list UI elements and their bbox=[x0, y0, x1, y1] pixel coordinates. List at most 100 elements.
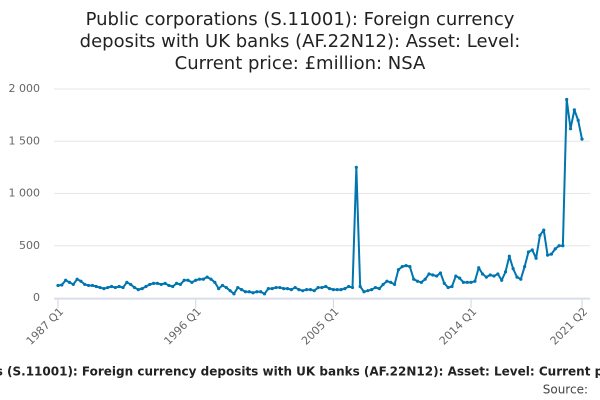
data-point bbox=[167, 283, 171, 288]
data-point bbox=[197, 277, 202, 281]
data-point bbox=[125, 280, 129, 284]
data-point bbox=[171, 284, 175, 289]
data-point bbox=[503, 270, 508, 274]
data-point bbox=[320, 285, 324, 290]
data-point bbox=[178, 282, 182, 287]
data-point bbox=[484, 275, 488, 279]
y-tick-label: 2 000 bbox=[9, 82, 41, 95]
data-point bbox=[98, 285, 102, 290]
data-point bbox=[545, 253, 550, 257]
data-point bbox=[194, 278, 198, 282]
data-point bbox=[465, 280, 469, 284]
data-point bbox=[324, 284, 328, 289]
data-point bbox=[576, 118, 580, 122]
data-point bbox=[347, 284, 351, 289]
chart-title: Public corporations (S.11001): Foreign c… bbox=[80, 9, 521, 74]
data-point bbox=[109, 284, 114, 289]
data-point bbox=[412, 277, 416, 281]
data-point bbox=[385, 279, 389, 283]
data-point bbox=[83, 282, 87, 287]
data-point bbox=[331, 288, 335, 292]
data-point bbox=[335, 288, 339, 292]
data-point bbox=[205, 275, 209, 279]
data-point bbox=[312, 289, 316, 293]
data-point bbox=[507, 254, 511, 258]
data-point bbox=[56, 283, 60, 288]
data-point bbox=[496, 272, 500, 276]
data-point bbox=[408, 265, 412, 269]
data-point bbox=[201, 277, 205, 281]
data-point bbox=[75, 277, 79, 281]
data-point bbox=[450, 284, 454, 289]
data-point bbox=[316, 285, 320, 290]
data-point bbox=[60, 283, 64, 287]
data-point bbox=[515, 275, 519, 279]
data-point bbox=[213, 280, 217, 284]
data-point bbox=[102, 286, 106, 291]
data-point bbox=[224, 285, 228, 290]
data-point bbox=[557, 244, 561, 248]
data-point bbox=[190, 280, 194, 284]
data-point bbox=[174, 281, 179, 285]
data-point bbox=[561, 244, 565, 248]
data-point bbox=[129, 282, 133, 287]
data-point bbox=[117, 284, 121, 289]
data-point bbox=[86, 283, 91, 288]
data-point bbox=[423, 277, 427, 281]
data-point bbox=[232, 292, 236, 296]
data-point bbox=[396, 268, 401, 272]
data-point bbox=[159, 282, 163, 287]
data-point bbox=[106, 285, 110, 290]
data-point bbox=[404, 264, 408, 268]
data-point bbox=[534, 256, 538, 260]
data-point bbox=[308, 288, 313, 292]
data-point bbox=[542, 228, 546, 232]
data-point bbox=[358, 284, 362, 289]
data-point bbox=[305, 288, 309, 292]
data-point bbox=[289, 288, 293, 292]
data-point bbox=[94, 284, 98, 289]
data-point bbox=[278, 285, 282, 290]
data-point bbox=[526, 250, 531, 254]
data-point bbox=[209, 277, 213, 281]
data-point bbox=[255, 290, 259, 294]
data-point bbox=[163, 281, 167, 285]
data-point bbox=[392, 282, 397, 287]
data-point bbox=[435, 274, 439, 278]
data-point bbox=[243, 290, 248, 294]
data-point bbox=[239, 288, 244, 292]
data-point bbox=[530, 248, 534, 252]
data-point bbox=[354, 165, 358, 169]
data-point bbox=[155, 281, 160, 285]
y-tick-label: 1 000 bbox=[9, 187, 41, 200]
x-axis-label: Public corporations (S.11001): Foreign c… bbox=[0, 365, 600, 379]
data-point bbox=[442, 281, 446, 285]
data-point bbox=[523, 265, 527, 269]
data-point bbox=[454, 274, 458, 278]
data-point bbox=[339, 288, 343, 292]
data-point bbox=[480, 272, 485, 276]
y-tick-label: 1 500 bbox=[9, 134, 41, 147]
data-point bbox=[186, 278, 190, 282]
data-point bbox=[553, 247, 557, 251]
data-point bbox=[580, 137, 584, 141]
data-point bbox=[492, 274, 496, 278]
data-point bbox=[431, 273, 435, 277]
data-point bbox=[461, 280, 466, 284]
data-point bbox=[366, 289, 370, 293]
data-point bbox=[251, 291, 255, 295]
data-point bbox=[538, 233, 542, 237]
data-point bbox=[446, 285, 450, 290]
data-point bbox=[327, 286, 332, 291]
data-point bbox=[285, 286, 290, 291]
data-point bbox=[458, 276, 462, 280]
data-point bbox=[568, 127, 573, 131]
data-point bbox=[136, 288, 140, 292]
data-point bbox=[381, 282, 385, 287]
data-point bbox=[473, 279, 477, 283]
data-point bbox=[67, 280, 72, 284]
data-point bbox=[419, 280, 423, 284]
data-point bbox=[488, 273, 492, 277]
data-point bbox=[389, 280, 393, 284]
data-point bbox=[377, 286, 381, 291]
